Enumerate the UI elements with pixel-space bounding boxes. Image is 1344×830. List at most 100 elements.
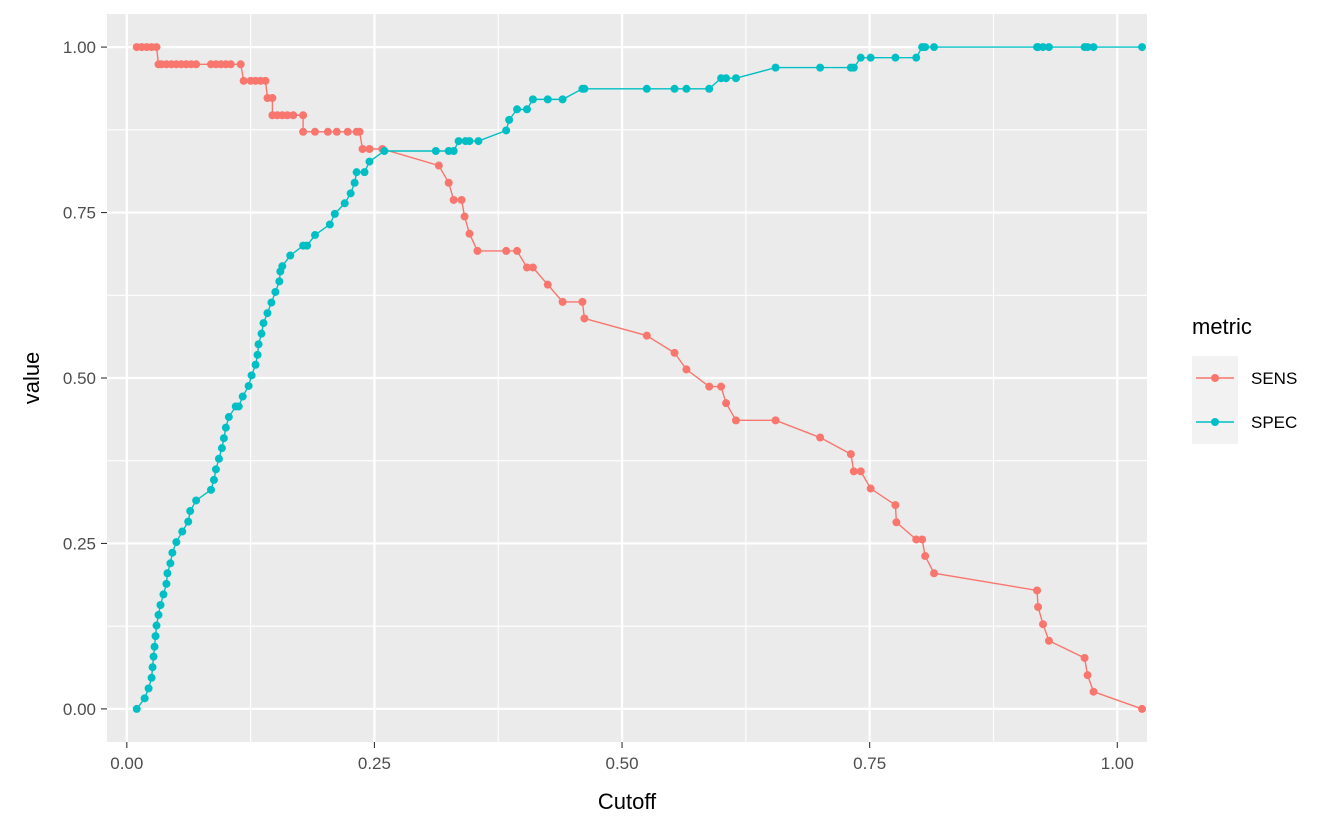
data-point-spec	[1044, 43, 1053, 52]
data-point-sens	[457, 195, 466, 204]
data-point-spec	[132, 704, 141, 713]
y-axis-title: value	[19, 352, 44, 405]
x-axis-title: Cutoff	[598, 789, 657, 814]
data-point-spec	[162, 579, 171, 588]
data-point-spec	[219, 434, 228, 443]
data-point-sens	[355, 127, 364, 136]
y-tick-label: 0.25	[63, 534, 96, 553]
data-point-sens	[930, 569, 939, 578]
data-point-spec	[891, 53, 900, 62]
data-point-spec	[278, 262, 287, 271]
legend: metric SENS SPEC	[1192, 314, 1297, 444]
data-point-spec	[150, 642, 159, 651]
data-point-sens	[846, 450, 855, 459]
data-point-sens	[866, 484, 875, 493]
data-point-sens	[522, 263, 531, 272]
data-point-sens	[1034, 602, 1043, 611]
y-tick-label: 1.00	[63, 38, 96, 57]
data-point-sens	[434, 161, 443, 170]
data-point-sens	[921, 552, 930, 561]
data-point-spec	[465, 137, 474, 146]
data-point-spec	[1138, 43, 1147, 52]
data-point-spec	[186, 507, 195, 516]
data-point-sens	[343, 127, 352, 136]
legend-title: metric	[1192, 314, 1252, 339]
data-point-spec	[166, 559, 175, 568]
data-point-spec	[144, 684, 153, 693]
data-point-spec	[211, 465, 220, 474]
data-point-spec	[350, 178, 359, 187]
data-point-sens	[1138, 704, 1147, 713]
data-point-sens	[670, 348, 679, 357]
data-point-sens	[358, 145, 367, 154]
data-point-sens	[283, 111, 292, 120]
x-tick-label: 0.50	[606, 754, 639, 773]
data-point-sens	[1080, 653, 1089, 662]
data-point-sens	[642, 331, 651, 340]
data-point-sens	[236, 60, 245, 69]
data-point-sens	[682, 365, 691, 374]
x-tick-label: 1.00	[1101, 754, 1134, 773]
data-point-spec	[454, 137, 463, 146]
legend-label-sens: SENS	[1251, 369, 1297, 388]
data-point-spec	[263, 309, 272, 318]
data-point-spec	[330, 209, 339, 218]
data-point-spec	[705, 84, 714, 93]
data-point-spec	[921, 43, 930, 52]
data-point-spec	[543, 95, 552, 104]
data-point-sens	[261, 76, 270, 85]
data-point-sens	[323, 127, 332, 136]
data-point-spec	[325, 220, 334, 229]
data-point-spec	[528, 95, 537, 104]
data-point-sens	[722, 399, 731, 408]
data-point-spec	[154, 610, 163, 619]
data-point-spec	[147, 673, 156, 682]
data-point-sens	[892, 518, 901, 527]
data-point-sens	[289, 111, 298, 120]
data-point-spec	[1039, 43, 1047, 52]
data-point-spec	[224, 413, 233, 422]
data-point-sens	[578, 297, 587, 306]
data-point-spec	[163, 569, 172, 578]
data-point-spec	[247, 371, 256, 380]
series-spec	[132, 43, 1147, 713]
data-point-spec	[251, 360, 260, 369]
data-point-sens	[444, 178, 453, 187]
data-point-spec	[866, 53, 875, 62]
data-point-sens	[365, 145, 374, 154]
data-point-spec	[502, 126, 511, 135]
data-point-spec	[159, 590, 168, 599]
data-point-sens	[449, 195, 458, 204]
x-tick-label: 0.75	[853, 754, 886, 773]
data-point-spec	[1083, 43, 1092, 52]
data-point-spec	[360, 168, 369, 177]
data-point-spec	[474, 137, 483, 146]
data-point-spec	[267, 298, 276, 307]
data-point-sens	[460, 212, 469, 221]
data-point-spec	[642, 84, 651, 93]
series-layer	[132, 43, 1147, 713]
data-point-spec	[580, 84, 589, 93]
data-point-sens	[543, 280, 552, 289]
x-axis-ticks: 0.00 0.25 0.50 0.75 1.00	[110, 742, 1134, 773]
data-point-spec	[257, 329, 266, 338]
data-point-sens	[268, 94, 277, 103]
data-point-spec	[930, 43, 939, 52]
data-point-spec	[286, 251, 295, 260]
data-point-spec	[209, 475, 218, 484]
data-point-sens	[465, 229, 474, 238]
data-point-spec	[311, 231, 319, 240]
data-point-spec	[178, 527, 187, 536]
data-point-sens	[332, 127, 341, 136]
grid-major	[107, 14, 1147, 742]
data-point-sens	[1039, 620, 1047, 629]
data-point-spec	[771, 63, 780, 72]
data-point-sens	[152, 43, 161, 52]
data-point-spec	[152, 621, 161, 630]
data-point-spec	[352, 168, 361, 177]
data-point-sens	[1083, 671, 1092, 680]
x-tick-label: 0.00	[110, 754, 143, 773]
data-point-spec	[303, 241, 312, 250]
y-axis-ticks: 0.00 0.25 0.50 0.75 1.00	[63, 38, 107, 719]
